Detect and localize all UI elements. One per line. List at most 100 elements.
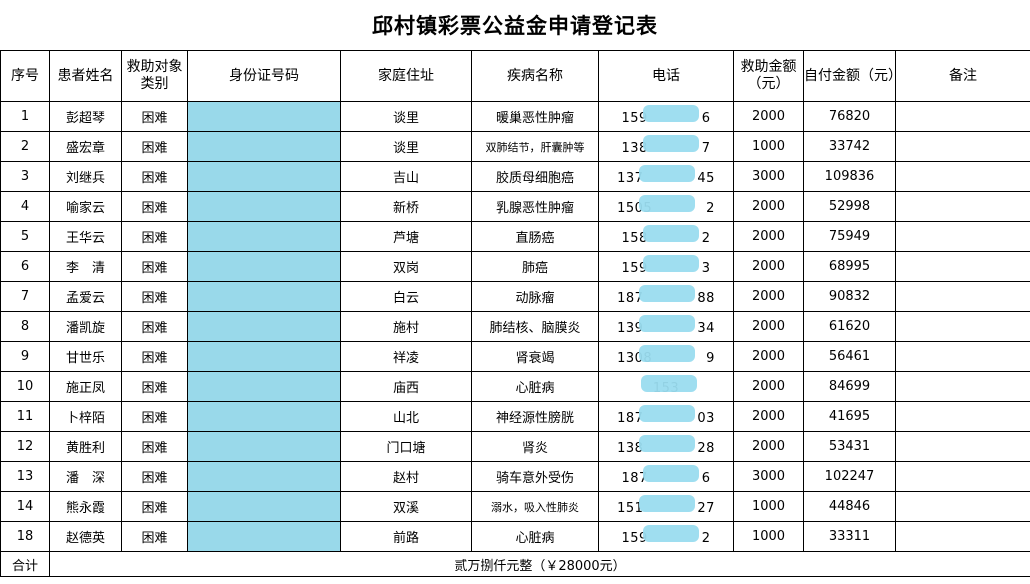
phone-cell: 138 7: [598, 131, 734, 162]
table-row: 9 甘世乐 困难 祥凌 肾衰竭 1308 9 2000 56461: [0, 341, 1030, 372]
id-number-cell-redacted: [187, 191, 341, 222]
phone-cell: 159 3: [598, 251, 734, 282]
header-remark: 备注: [895, 50, 1030, 102]
seq-cell: 10: [0, 371, 50, 402]
aid-cell: 2000: [733, 251, 804, 282]
disease-cell: 肺结核、脑膜炎: [471, 311, 599, 342]
phone-redacted: 151 27: [617, 495, 715, 516]
header-seq: 序号: [0, 50, 50, 102]
name-cell: 甘世乐: [49, 341, 122, 372]
address-cell: 双岗: [340, 251, 472, 282]
table-row: 8 潘凯旋 困难 施村 肺结核、脑膜炎 139 34 2000 61620: [0, 311, 1030, 342]
phone-redacted: 158 2: [621, 225, 710, 246]
remark-cell: [895, 221, 1030, 252]
remark-cell: [895, 371, 1030, 402]
phone-redacted: 159 3: [621, 255, 710, 276]
self-cell: 56461: [803, 341, 896, 372]
id-number-cell-redacted: [187, 371, 341, 402]
self-cell: 52998: [803, 191, 896, 222]
id-number-cell-redacted: [187, 401, 341, 432]
phone-redacted: 153: [619, 375, 713, 396]
self-cell: 75949: [803, 221, 896, 252]
phone-redaction-mask: [639, 315, 696, 332]
header-disease: 疾病名称: [471, 50, 599, 102]
address-cell: 庙西: [340, 371, 472, 402]
phone-cell: 159 6: [598, 101, 734, 132]
phone-redaction-mask: [643, 105, 700, 122]
seq-cell: 11: [0, 401, 50, 432]
category-cell: 困难: [121, 101, 188, 132]
remark-cell: [895, 431, 1030, 462]
aid-cell: 2000: [733, 401, 804, 432]
disease-cell: 心脏病: [471, 521, 599, 552]
name-cell: 卜梓陌: [49, 401, 122, 432]
self-cell: 84699: [803, 371, 896, 402]
self-cell: 41695: [803, 401, 896, 432]
id-number-cell-redacted: [187, 251, 341, 282]
seq-cell: 12: [0, 431, 50, 462]
phone-redacted: 159 6: [621, 105, 710, 126]
aid-cell: 2000: [733, 431, 804, 462]
seq-cell: 13: [0, 461, 50, 492]
phone-redacted: 138 28: [617, 435, 715, 456]
name-cell: 盛宏章: [49, 131, 122, 162]
table-row: 5 王华云 困难 芦塘 直肠癌 158 2 2000 75949: [0, 221, 1030, 252]
id-number-cell-redacted: [187, 461, 341, 492]
self-cell: 68995: [803, 251, 896, 282]
phone-cell: 1505 2: [598, 191, 734, 222]
aid-cell: 2000: [733, 281, 804, 312]
remark-cell: [895, 401, 1030, 432]
self-cell: 44846: [803, 491, 896, 522]
phone-redaction-mask: [643, 135, 700, 152]
category-cell: 困难: [121, 131, 188, 162]
address-cell: 新桥: [340, 191, 472, 222]
address-cell: 山北: [340, 401, 472, 432]
remark-cell: [895, 191, 1030, 222]
phone-cell: 187 6: [598, 461, 734, 492]
address-cell: 赵村: [340, 461, 472, 492]
address-cell: 施村: [340, 311, 472, 342]
category-cell: 困难: [121, 161, 188, 192]
self-cell: 76820: [803, 101, 896, 132]
id-number-cell-redacted: [187, 281, 341, 312]
table-row: 7 孟爱云 困难 白云 动脉瘤 187 88 2000 90832: [0, 281, 1030, 312]
phone-redaction-mask: [639, 165, 696, 182]
aid-cell: 2000: [733, 221, 804, 252]
total-value: 贰万捌仟元整（￥28000元）: [49, 551, 1030, 577]
aid-cell: 3000: [733, 161, 804, 192]
name-cell: 孟爱云: [49, 281, 122, 312]
category-cell: 困难: [121, 521, 188, 552]
disease-cell: 肾炎: [471, 431, 599, 462]
phone-redacted: 187 88: [617, 285, 715, 306]
remark-cell: [895, 521, 1030, 552]
header-category: 救助对象类别: [121, 50, 188, 102]
category-cell: 困难: [121, 311, 188, 342]
category-cell: 困难: [121, 221, 188, 252]
phone-redacted: 187 03: [617, 405, 715, 426]
phone-redaction-mask: [639, 285, 696, 302]
name-cell: 赵德英: [49, 521, 122, 552]
table-row: 2 盛宏章 困难 谈里 双肺结节，肝囊肿等 138 7 1000 33742: [0, 131, 1030, 162]
address-cell: 祥凌: [340, 341, 472, 372]
table-row: 13 潘 深困难 赵村 骑车意外受伤 187 6 3000 102247: [0, 461, 1030, 492]
id-number-cell-redacted: [187, 161, 341, 192]
category-cell: 困难: [121, 191, 188, 222]
name-cell: 潘凯旋: [49, 311, 122, 342]
table-row: 1 彭超琴 困难 谈里 暖巢恶性肿瘤 159 6 2000 76820: [0, 101, 1030, 132]
aid-cell: 2000: [733, 371, 804, 402]
phone-redacted: 138 7: [621, 135, 710, 156]
remark-cell: [895, 311, 1030, 342]
table-row: 11 卜梓陌 困难 山北 神经源性膀胱 187 03 2000 41695: [0, 401, 1030, 432]
name-cell: 李 清: [49, 251, 122, 282]
phone-cell: 137 45: [598, 161, 734, 192]
name-cell: 熊永霞: [49, 491, 122, 522]
address-cell: 谈里: [340, 131, 472, 162]
seq-cell: 3: [0, 161, 50, 192]
address-cell: 白云: [340, 281, 472, 312]
total-row: 合计 贰万捌仟元整（￥28000元）: [0, 551, 1030, 577]
header-name: 患者姓名: [49, 50, 122, 102]
name-cell: 黄胜利: [49, 431, 122, 462]
category-cell: 困难: [121, 461, 188, 492]
seq-cell: 7: [0, 281, 50, 312]
